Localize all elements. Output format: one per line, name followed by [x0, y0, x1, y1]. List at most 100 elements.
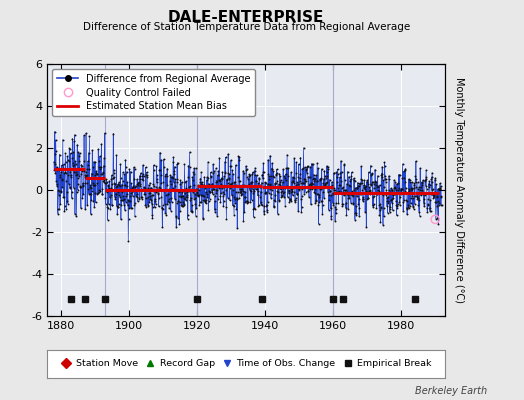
Point [133, 190, 141, 197]
Point [370, 193, 378, 199]
Point [394, 200, 402, 207]
Point [188, 174, 196, 180]
Point [239, 168, 247, 174]
Point [73, 170, 81, 177]
Point [232, 182, 241, 188]
Point [414, 208, 423, 215]
Point [58, 176, 66, 183]
Point [148, 204, 157, 210]
Point [336, 190, 344, 196]
Point [268, 187, 276, 194]
Point [58, 184, 67, 190]
Point [324, 188, 332, 195]
Point [244, 198, 252, 205]
Point [199, 197, 207, 203]
Point [203, 175, 212, 182]
Point [413, 186, 422, 192]
Point [70, 138, 78, 144]
Point [425, 178, 433, 184]
Point [113, 183, 121, 189]
Point [183, 189, 191, 196]
Point [95, 164, 104, 170]
Point [356, 180, 364, 187]
Point [366, 162, 375, 169]
Point [427, 208, 435, 214]
Point [352, 203, 360, 209]
Point [127, 180, 135, 187]
Point [320, 176, 328, 182]
Point [166, 172, 174, 178]
Point [220, 190, 228, 197]
Point [130, 201, 138, 208]
Point [428, 178, 436, 185]
Point [165, 186, 173, 192]
Point [145, 182, 153, 188]
Point [201, 198, 210, 205]
Point [417, 190, 425, 196]
Point [363, 196, 372, 202]
Point [95, 189, 103, 195]
Point [109, 174, 117, 181]
Point [419, 188, 428, 195]
Point [405, 186, 413, 192]
Point [419, 190, 427, 197]
Point [413, 179, 422, 186]
Point [378, 164, 386, 170]
Point [100, 179, 108, 185]
Point [130, 213, 139, 220]
Point [238, 190, 246, 197]
Point [347, 192, 356, 199]
Point [274, 189, 282, 195]
Point [137, 186, 146, 192]
Point [376, 207, 384, 213]
Point [294, 185, 302, 192]
Point [154, 190, 162, 196]
Point [209, 191, 217, 197]
Point [322, 180, 330, 186]
Point [379, 222, 387, 228]
Point [78, 195, 86, 202]
Point [281, 202, 289, 209]
Point [56, 151, 64, 158]
Point [366, 191, 374, 197]
Point [322, 163, 331, 169]
Point [240, 170, 248, 177]
Point [313, 191, 322, 197]
Point [292, 191, 301, 198]
Point [372, 182, 380, 188]
Point [404, 190, 412, 196]
Point [286, 197, 294, 203]
Point [90, 181, 99, 188]
Point [434, 202, 443, 209]
Point [336, 170, 345, 176]
Point [261, 190, 269, 196]
Point [196, 179, 204, 186]
Point [354, 201, 363, 207]
Point [223, 180, 232, 186]
Point [315, 177, 324, 183]
Point [314, 165, 322, 172]
Point [123, 179, 132, 185]
Point [152, 163, 160, 170]
Point [156, 167, 164, 173]
Point [287, 198, 296, 204]
Point [377, 172, 386, 178]
Point [416, 213, 424, 219]
Point [79, 191, 88, 198]
Point [277, 177, 285, 184]
Point [206, 169, 215, 175]
Point [231, 189, 239, 195]
Point [255, 174, 263, 181]
Point [362, 224, 370, 230]
Point [134, 182, 142, 188]
Point [334, 188, 343, 194]
Point [346, 191, 354, 198]
Point [348, 188, 356, 194]
Point [147, 200, 156, 207]
Point [290, 179, 298, 186]
Point [89, 198, 97, 204]
Point [114, 201, 123, 208]
Point [116, 175, 125, 182]
Point [305, 186, 314, 193]
Point [73, 187, 82, 193]
